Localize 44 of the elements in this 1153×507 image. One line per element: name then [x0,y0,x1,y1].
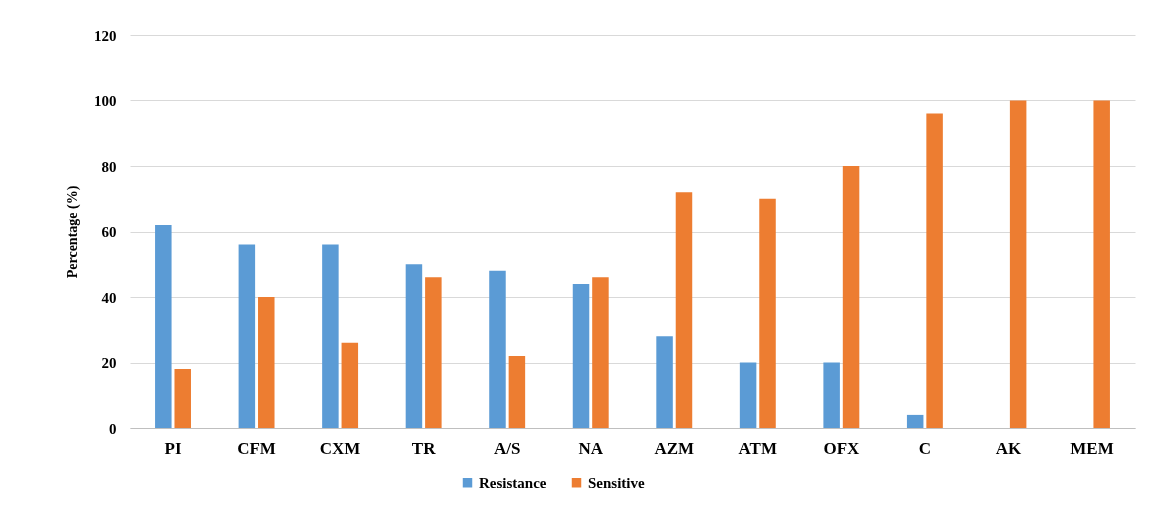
bar [341,342,359,428]
x-tick-label: CFM [237,438,276,458]
bar [425,277,442,428]
x-tick-label: MEM [1070,438,1114,458]
y-tick-label: 0 [109,420,117,437]
y-axis-title: Percentage (%) [65,185,81,279]
x-tick-label: PI [164,438,182,458]
x-tick-label: A/S [493,438,521,458]
x-tick-label: TR [411,438,437,458]
bar [1093,100,1110,428]
x-tick-label: AK [995,438,1022,458]
bar [238,244,256,428]
bar [322,244,339,428]
bar [508,355,526,428]
y-tick-label: 20 [101,355,117,371]
bar [675,192,693,428]
bar [656,336,673,428]
x-tick-label: OFX [823,438,861,458]
bar [174,369,191,428]
bar [842,166,860,428]
x-tick-label: ATM [738,438,778,458]
y-tick-label: 60 [101,224,117,240]
y-tick-label: 120 [94,27,117,44]
bar [823,362,840,428]
y-tick-label: 40 [101,289,117,306]
x-tick-label: AZM [654,438,695,458]
x-tick-label: CXM [319,438,361,458]
bar [926,113,943,428]
bar [489,270,506,428]
legend-label: Resistance [479,474,547,491]
bar [1009,100,1027,428]
bar [759,198,776,428]
legend-label: Sensitive [588,474,646,491]
bar [592,277,609,428]
x-tick-label: C [918,438,932,458]
x-tick-label: NA [578,438,604,458]
bar [405,264,423,428]
y-tick-label: 100 [94,93,117,109]
bar [258,297,275,428]
bar [572,283,590,428]
bar [739,362,757,428]
bar [155,224,172,428]
y-tick-label: 80 [101,158,117,175]
bar [906,414,924,428]
